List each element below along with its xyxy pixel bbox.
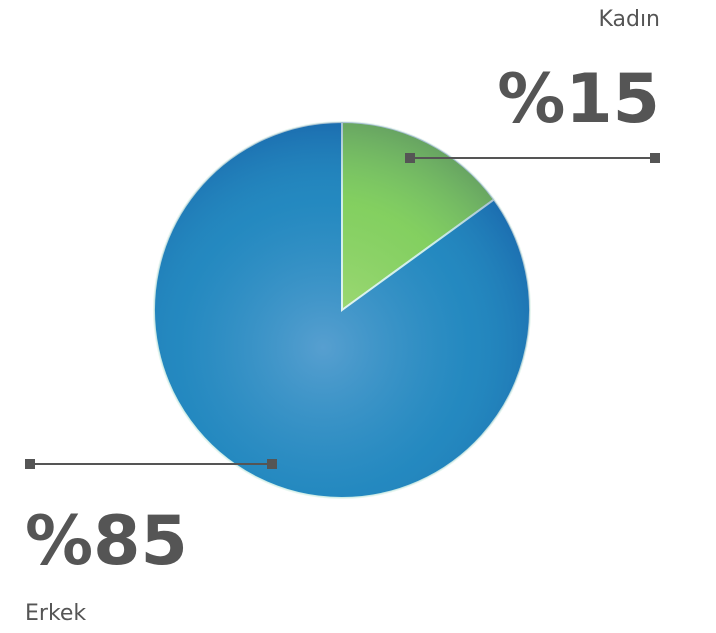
value-label: %85: [25, 502, 188, 581]
value-label: %15: [497, 60, 660, 139]
leader-end: [25, 459, 35, 469]
category-label: Kadın: [598, 7, 660, 32]
leader-end: [405, 153, 415, 163]
leader-end: [650, 153, 660, 163]
category-label: Erkek: [25, 601, 86, 626]
watercolor-overlay: [154, 122, 530, 498]
leader-end: [267, 459, 277, 469]
